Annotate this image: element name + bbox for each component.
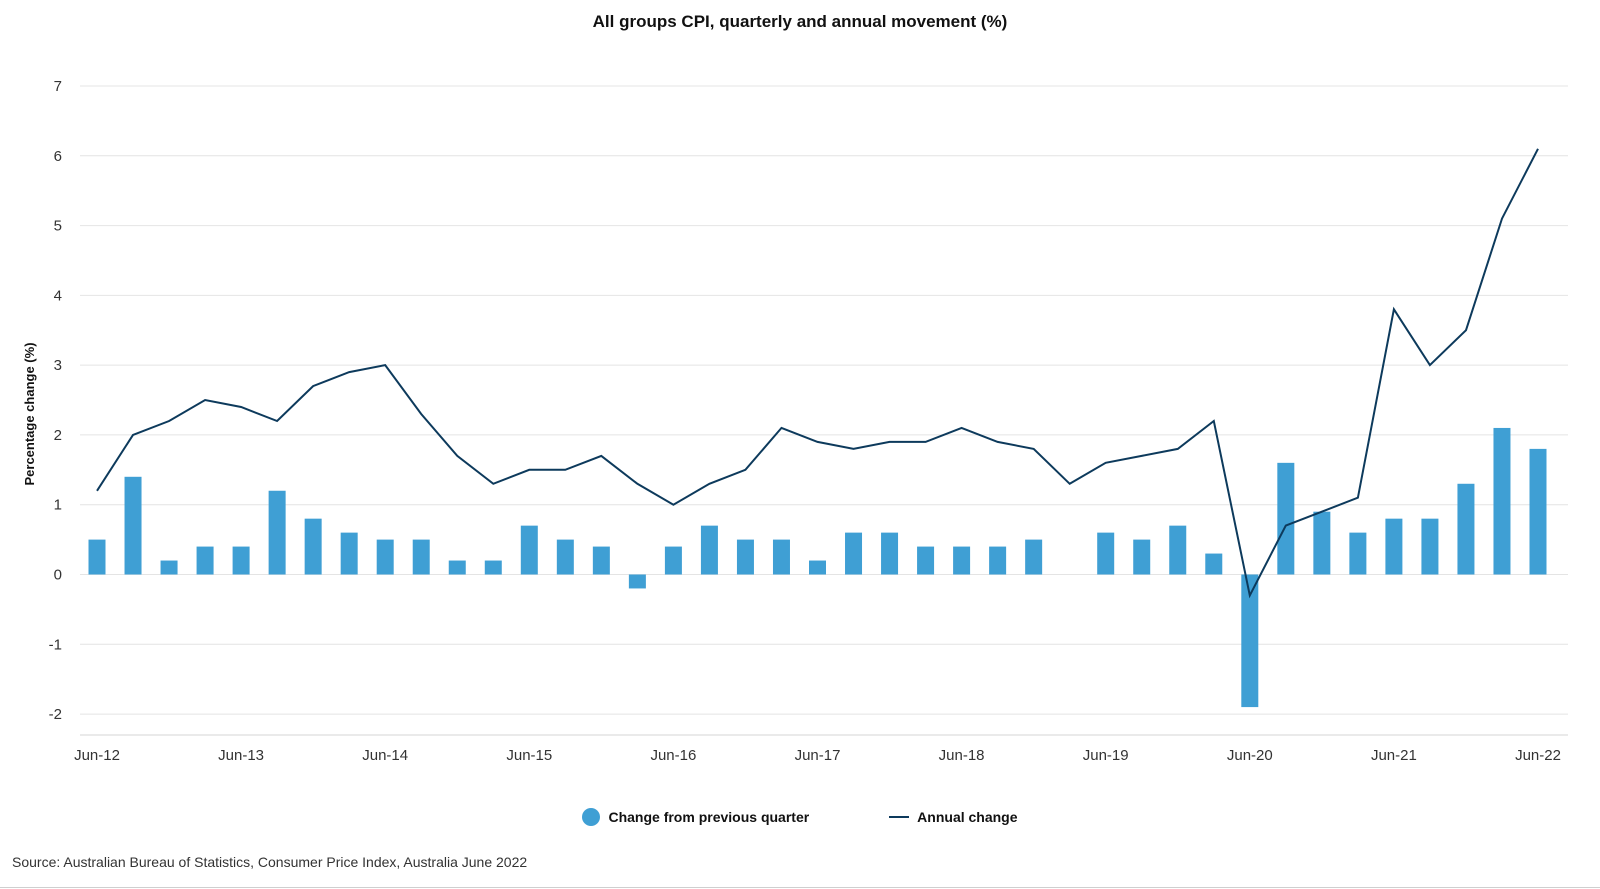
bar-Jun-15 (520, 525, 538, 575)
bar-Dec-13 (304, 518, 322, 575)
bottom-divider (0, 887, 1600, 888)
x-tick-label: Jun-14 (362, 747, 408, 764)
bar-Dec-14 (448, 560, 466, 575)
bar-Jun-21 (1385, 518, 1403, 575)
quarterly-bars (88, 427, 1547, 708)
y-tick-label: 0 (54, 566, 62, 583)
bar-Dec-19 (1169, 525, 1187, 575)
y-tick-label: 6 (54, 148, 62, 165)
bar-Dec-12 (160, 560, 178, 575)
legend-swatch-dot (582, 808, 601, 826)
annual-change-line (96, 148, 1539, 599)
bar-Dec-20 (1313, 511, 1331, 575)
bar-Dec-21 (1457, 483, 1475, 575)
bar-Dec-17 (881, 532, 899, 575)
source-note: Source: Australian Bureau of Statistics,… (12, 854, 528, 870)
bar-Dec-18 (1025, 539, 1043, 575)
bar-Sep-12 (124, 476, 142, 575)
x-tick-labels: Jun-12 Jun-13 Jun-14 Jun-15 Jun-16 Jun-17 Jun-… (74, 747, 1561, 764)
bar-Sep-17 (845, 532, 863, 575)
y-tick-label: -2 (49, 706, 62, 723)
bar-Mar-22 (1493, 427, 1511, 575)
bar-Jun-20 (1241, 574, 1259, 708)
legend-item-annual: Annual change (889, 808, 1018, 826)
bar-Sep-19 (1133, 539, 1151, 575)
y-tick-label: 2 (54, 427, 62, 444)
y-tick-label: 1 (54, 497, 62, 514)
bar-Mar-17 (772, 539, 790, 575)
legend-label-annual: Annual change (917, 809, 1018, 825)
legend-swatch-line (889, 816, 910, 818)
bar-Jun-19 (1097, 532, 1115, 575)
y-tick-label: 4 (54, 287, 62, 304)
bar-Dec-16 (736, 539, 754, 575)
chart-title: All groups CPI, quarterly and annual mov… (592, 12, 1008, 31)
bar-Dec-15 (592, 546, 610, 575)
x-tick-label: Jun-18 (939, 747, 985, 764)
x-tick-label: Jun-12 (74, 747, 120, 764)
bar-Mar-16 (628, 574, 646, 589)
bar-Mar-14 (340, 532, 358, 575)
bar-Sep-18 (989, 546, 1007, 575)
legend-label-quarterly: Change from previous quarter (608, 809, 810, 825)
y-tick-label: -1 (49, 636, 62, 653)
bar-Jun-14 (376, 539, 394, 575)
y-axis-label: Percentage change (%) (22, 342, 37, 485)
bar-Jun-17 (809, 560, 826, 575)
bar-Jun-13 (232, 546, 250, 575)
x-tick-label: Jun-21 (1371, 747, 1417, 764)
bar-Jun-16 (664, 546, 682, 575)
legend: Change from previous quarter Annual chan… (0, 808, 1600, 826)
x-tick-label: Jun-13 (218, 747, 264, 764)
bar-Mar-15 (484, 560, 502, 575)
bar-Jun-22 (1529, 448, 1547, 575)
bar-Sep-21 (1421, 518, 1439, 575)
legend-item-quarterly: Change from previous quarter (582, 808, 809, 826)
bar-Mar-20 (1205, 553, 1223, 575)
bar-Mar-21 (1349, 532, 1367, 575)
bar-Sep-20 (1277, 462, 1295, 575)
bar-Mar-13 (196, 546, 214, 575)
bar-Mar-18 (917, 546, 935, 575)
bar-Sep-16 (700, 525, 718, 575)
x-tick-label: Jun-17 (795, 747, 841, 764)
x-tick-label: Jun-22 (1515, 747, 1561, 764)
y-tick-label: 5 (54, 218, 62, 235)
bar-Jun-18 (953, 546, 971, 575)
annual-line (96, 148, 1539, 599)
bar-Jun-12 (88, 539, 106, 575)
x-tick-label: Jun-15 (506, 747, 552, 764)
x-tick-label: Jun-20 (1227, 747, 1273, 764)
y-tick-label: 3 (54, 357, 62, 374)
x-tick-label: Jun-16 (650, 747, 696, 764)
bar-Sep-15 (556, 539, 574, 575)
bar-Sep-13 (268, 490, 286, 575)
bar-Sep-14 (412, 539, 430, 575)
gridlines (80, 85, 1568, 736)
y-tick-label: 7 (54, 78, 62, 95)
y-tick-labels: -2 -1 0 1 2 3 4 5 6 7 (49, 78, 62, 723)
x-tick-label: Jun-19 (1083, 747, 1129, 764)
